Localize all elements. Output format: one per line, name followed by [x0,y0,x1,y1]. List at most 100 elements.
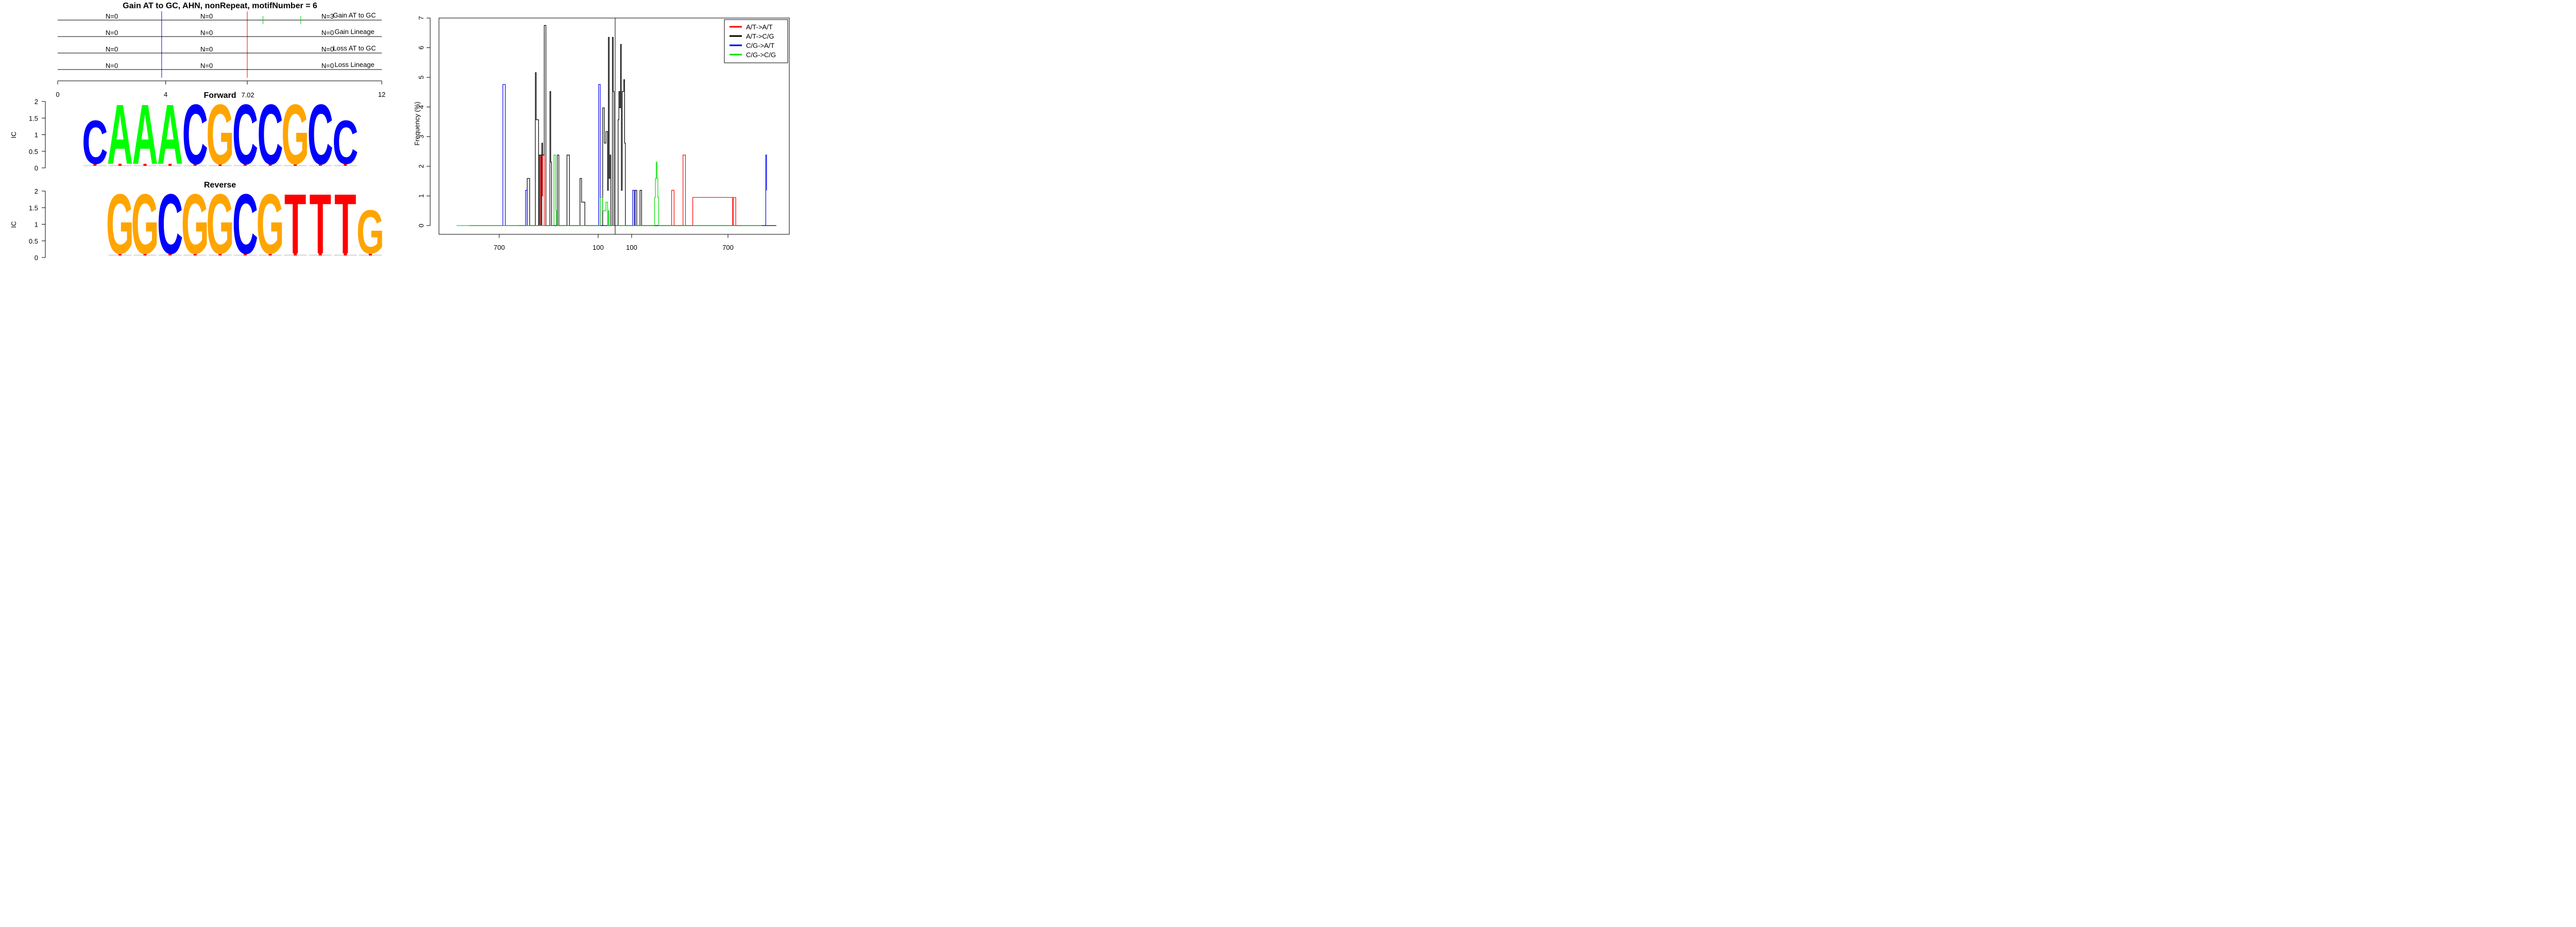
logo-residual-mark [243,164,247,166]
y-tick-label: 5 [417,76,425,79]
plot-frame [438,18,790,235]
track-x-axis: 0 4 12 [56,80,385,98]
logo-y-tick-label: 0.5 [29,148,38,156]
logo-letter: T [309,176,331,265]
logo-y-tick-label: 2 [35,187,38,195]
logo-letter: G [357,197,384,265]
logo-residual-mark [294,253,297,255]
logo-forward-title: Forward [204,91,236,100]
logo-y-tick-label: 0.5 [29,237,38,245]
track-marked-position-label: 7.02 [241,91,254,99]
frequency-ylabel: Frequency (%) [413,101,421,145]
logo-y-tick-label: 1.5 [29,204,38,212]
logo-letter: T [334,176,356,265]
track-n-label: N=3 [321,12,334,20]
logo-letter: G [106,176,134,265]
logo-reverse-y-axis: 0 0.5 1 1.5 2 [29,187,46,262]
logo-y-tick-label: 1 [35,221,38,229]
logo-letter: G [256,176,284,265]
logo-letter: C [82,108,108,177]
legend-label: C/G->C/G [746,51,776,59]
logo-letter: A [157,87,183,182]
track-n-label: N=0 [321,45,334,53]
logo-forward-ylabel: IC [10,132,18,139]
legend-label: A/T->C/G [746,32,774,40]
logo-letter: A [132,87,158,182]
track-n-label: N=0 [106,62,118,70]
track-x-tick-label: 12 [378,91,385,98]
x-tick-label: 100 [592,244,604,251]
x-tick-label: 700 [494,244,505,251]
logo-letter: G [206,176,234,265]
logo-forward-y-axis: 0 0.5 1 1.5 2 [29,98,46,172]
track-name-label: Loss Lineage [334,61,374,68]
y-tick-label: 2 [417,164,425,168]
logo-residual-mark [368,253,372,255]
track-n-label: N=0 [200,45,213,53]
frequency-series [456,25,776,226]
logo-reverse-ylabel: IC [10,221,18,228]
track-title: Gain AT to GC, AHN, nonRepeat, motifNumb… [123,2,317,10]
logo-residual-mark [168,164,172,166]
track-name-label: Loss AT to GC [333,44,376,52]
logo-letter: C [232,176,258,265]
logo-letter: T [284,176,306,265]
figure-svg: Gain AT to GC, AHN, nonRepeat, motifNumb… [10,2,790,265]
x-tick-label: 700 [722,244,734,251]
logo-residual-mark [193,253,197,255]
logo-letter: C [182,87,208,182]
y-tick-label: 3 [417,135,425,139]
logo-letter: C [332,108,358,177]
logo-residual-mark [318,253,322,255]
logo-residual-mark [218,253,222,255]
frequency-x-axis: 700 100 100 700 [494,234,734,251]
logo-letter: C [232,87,258,182]
track-n-label: N=0 [106,29,118,37]
track-n-label: N=0 [106,45,118,53]
track-x-tick-label: 4 [164,91,167,98]
logo-residual-mark [218,164,222,166]
logo-residual-mark [344,164,347,166]
track-n-label: N=0 [200,62,213,70]
series-line-0 [469,154,742,226]
logo-letter: G [131,176,159,265]
logo-residual-mark [294,164,297,166]
y-tick-label: 6 [417,46,425,49]
logo-residual-mark [118,164,122,166]
logo-residual-mark [344,253,347,255]
legend-label: C/G->A/T [746,42,774,49]
x-tick-label: 100 [626,244,637,251]
logo-y-tick-label: 1.5 [29,114,38,122]
logo-residual-mark [268,253,272,255]
logo-y-tick-label: 0 [35,254,38,262]
figure: Gain AT to GC, AHN, nonRepeat, motifNumb… [0,0,795,265]
y-tick-label: 0 [417,224,425,227]
logo-y-tick-label: 2 [35,98,38,106]
logo-residual-mark [243,253,247,255]
logo-letter: C [308,87,333,182]
track-n-label: N=0 [106,12,118,20]
logo-residual-mark [118,253,122,255]
logo-residual-mark [193,164,197,166]
track-n-label: N=0 [321,29,334,37]
y-tick-label: 4 [417,105,425,109]
y-tick-label: 1 [417,194,425,198]
logo-letter: G [281,87,309,182]
track-n-label: N=0 [200,29,213,37]
logo-reverse-title: Reverse [204,181,236,190]
logo-residual-mark [268,164,272,166]
series-line-3 [456,154,762,226]
track-name-label: Gain AT to GC [333,11,376,19]
logo-letter: A [107,87,133,182]
track-n-label: N=0 [200,12,213,20]
track-n-label: N=0 [321,62,334,70]
track-name-label: Gain Lineage [334,28,374,36]
logo-residual-mark [143,253,147,255]
y-tick-label: 7 [417,16,425,20]
logo-residual-mark [143,164,147,166]
